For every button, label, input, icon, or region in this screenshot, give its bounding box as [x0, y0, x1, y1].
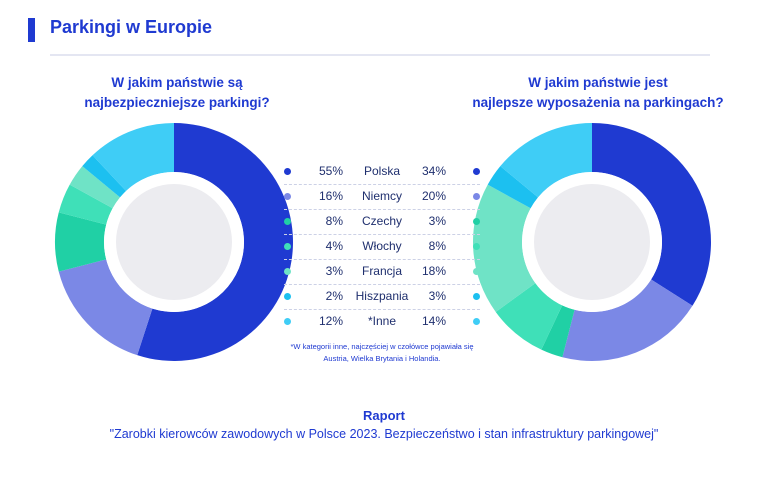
left-chart-title-line1: W jakim państwie są	[111, 75, 243, 90]
right-value-label: 18%	[422, 264, 447, 278]
legend-row-hiszpania: 2% Hiszpania 3%	[284, 285, 480, 310]
report-title: Raport	[363, 408, 405, 423]
footnote: *W kategorii inne, najczęściej w czołówc…	[284, 341, 480, 365]
donut-center	[534, 184, 650, 300]
legend-dot-right	[473, 293, 480, 300]
legend-dot-right	[473, 168, 480, 175]
right-donut-chart	[473, 123, 711, 361]
legend-dot-left	[284, 268, 291, 275]
footnote-line1: *W kategorii inne, najczęściej w czołówc…	[290, 342, 474, 351]
country-label: Polska	[363, 164, 401, 178]
left-value-label: 4%	[325, 239, 343, 253]
report-subtitle: "Zarobki kierowców zawodowych w Polsce 2…	[109, 427, 659, 441]
legend-row-czechy: 8% Czechy 3%	[284, 210, 480, 235]
donut-slice-niemcy	[562, 279, 693, 361]
right-value-label: 3%	[428, 289, 446, 303]
donut-slice-francja	[473, 184, 536, 312]
legend-dot-right	[473, 243, 480, 250]
donut-slice-polska	[592, 123, 711, 306]
legend-row-polska: 55% Polska 34%	[284, 160, 480, 185]
country-label: *Inne	[367, 314, 397, 328]
donut-slice-czechy	[55, 212, 107, 272]
legend-row-niemcy: 16% Niemcy 20%	[284, 185, 480, 210]
left-value-label: 16%	[318, 189, 343, 203]
left-chart-title-line2: najbezpieczniejsze parkingi?	[84, 95, 270, 110]
donut-slice-hiszpania	[82, 155, 127, 198]
left-value-label: 2%	[325, 289, 343, 303]
donut-slice-inne	[92, 123, 174, 191]
footnote-line2: Austria, Wielka Brytania i Holandia.	[323, 354, 441, 363]
legend-row-inne: 12% *Inne 14%	[284, 310, 480, 334]
left-value-label: 55%	[318, 164, 343, 178]
country-label: Włochy	[362, 239, 402, 253]
country-label: Francja	[361, 264, 402, 278]
legend-dot-left	[284, 168, 291, 175]
right-chart-title-line1: W jakim państwie jest	[528, 75, 668, 90]
right-value-label: 14%	[422, 314, 447, 328]
donut-slice-niemcy	[58, 259, 153, 356]
legend-dot-left	[284, 318, 291, 325]
legend-row-wlochy: 4% Włochy 8%	[284, 235, 480, 260]
right-chart-title: W jakim państwie jest najlepsze wyposaże…	[448, 73, 748, 113]
donut-slice-hiszpania	[487, 166, 539, 209]
country-label: Czechy	[361, 214, 402, 228]
legend-row-francja: 3% Francja 18%	[284, 260, 480, 285]
donut-center	[116, 184, 232, 300]
right-value-label: 20%	[422, 189, 447, 203]
left-value-label: 8%	[325, 214, 343, 228]
donut-slice-polska	[137, 123, 294, 361]
legend-dot-left	[284, 218, 291, 225]
country-label: Hiszpania	[355, 289, 409, 303]
left-value-label: 12%	[318, 314, 343, 328]
page-title: Parkingi w Europie	[50, 17, 213, 37]
donut-slice-czechy	[541, 305, 575, 358]
legend-dot-left	[284, 193, 291, 200]
legend-dot-right	[473, 268, 480, 275]
legend-table: 55% Polska 34% 16% Niemcy 20% 8% Czechy …	[284, 160, 480, 334]
legend-dot-left	[284, 293, 291, 300]
left-value-label: 3%	[325, 264, 343, 278]
left-donut-chart	[55, 123, 294, 361]
left-chart-title: W jakim państwie są najbezpieczniejsze p…	[27, 73, 327, 113]
divider	[50, 54, 710, 56]
right-value-label: 34%	[422, 164, 447, 178]
legend-dot-right	[473, 193, 480, 200]
title-accent-bar	[28, 18, 35, 42]
right-value-label: 8%	[428, 239, 446, 253]
legend-dot-right	[473, 318, 480, 325]
country-label: Niemcy	[361, 189, 402, 203]
right-value-label: 3%	[428, 214, 446, 228]
donut-slice-wlochy	[495, 283, 563, 350]
legend-dot-left	[284, 243, 291, 250]
legend-dot-right	[473, 218, 480, 225]
donut-slice-wlochy	[58, 184, 113, 225]
donut-slice-inne	[500, 123, 592, 198]
right-chart-title-line2: najlepsze wyposażenia na parkingach?	[472, 95, 724, 110]
donut-slice-francja	[69, 166, 121, 209]
